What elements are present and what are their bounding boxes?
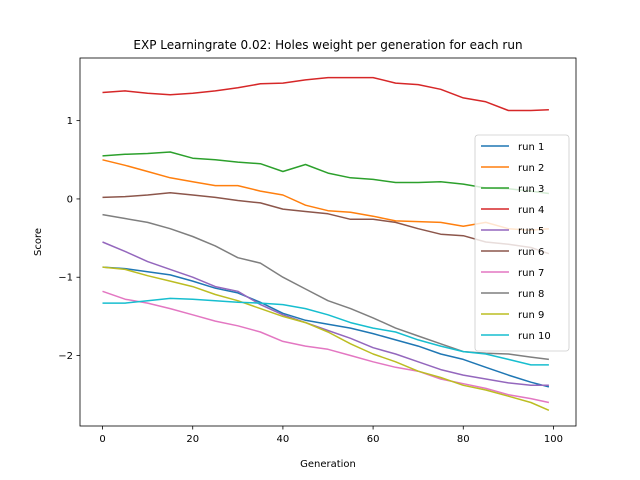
x-tick-label: 100 [544, 434, 563, 445]
series-line-run-4 [102, 76, 549, 112]
legend-label: run 10 [518, 331, 551, 342]
y-tick-label: −1 [58, 273, 73, 284]
chart-title: EXP Learningrate 0.02: Holes weight per … [133, 38, 522, 52]
x-tick-label: 40 [277, 434, 290, 445]
x-axis: 0 20 40 60 80 100 [99, 426, 563, 445]
series-line-run-9 [102, 266, 550, 411]
legend-label: run 5 [518, 226, 544, 237]
plot-lines [102, 76, 550, 411]
y-tick-label: 1 [67, 116, 73, 127]
x-axis-label: Generation [300, 459, 356, 470]
series-line-run-5 [102, 241, 549, 387]
legend-label: run 4 [518, 205, 544, 216]
series-line-run-10 [102, 297, 549, 366]
legend-label: run 7 [518, 268, 544, 279]
legend-label: run 1 [518, 142, 544, 153]
legend: run 1 run 2 run 3 run 4 run 5 run 6 run 7 run 8… [474, 134, 570, 352]
series-line-run-1 [102, 266, 550, 388]
y-tick-label: −2 [58, 351, 73, 362]
y-axis-label: Score [33, 228, 44, 256]
y-axis: −2 −1 0 1 [58, 116, 80, 362]
plot-frame [79, 57, 577, 427]
legend-box [474, 134, 570, 352]
legend-label: run 3 [518, 184, 544, 195]
legend-label: run 9 [518, 310, 544, 321]
legend-label: run 6 [518, 247, 544, 258]
legend-label: run 8 [518, 289, 544, 300]
x-tick-label: 80 [457, 434, 470, 445]
y-tick-label: 0 [67, 194, 73, 205]
x-tick-label: 0 [99, 434, 105, 445]
series-line-run-7 [102, 290, 550, 404]
x-tick-label: 60 [367, 434, 380, 445]
x-tick-label: 20 [186, 434, 199, 445]
legend-label: run 2 [518, 163, 544, 174]
